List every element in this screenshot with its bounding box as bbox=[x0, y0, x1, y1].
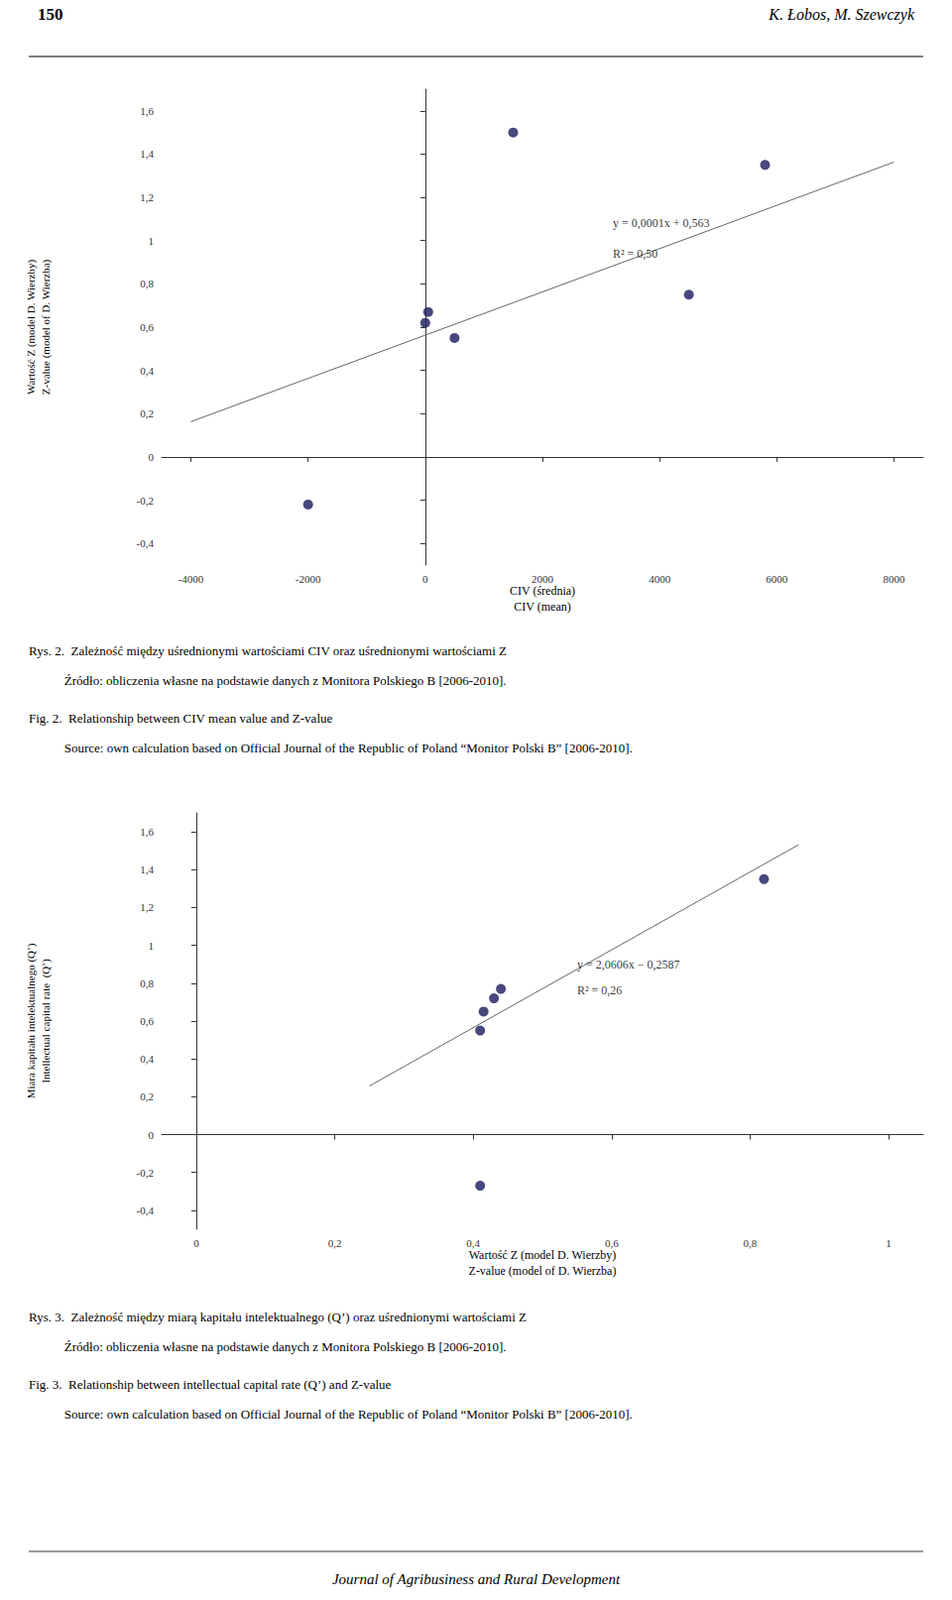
svg-text:R² = 0,50: R² = 0,50 bbox=[612, 246, 658, 261]
svg-text:1,2: 1,2 bbox=[139, 901, 154, 914]
svg-text:K. Łobos, M. Szewczyk: K. Łobos, M. Szewczyk bbox=[767, 5, 916, 24]
svg-text:-0,2: -0,2 bbox=[136, 1167, 154, 1180]
svg-text:Źródło: obliczenia własne na p: Źródło: obliczenia własne na podstawie d… bbox=[28, 673, 507, 689]
svg-text:0,6: 0,6 bbox=[139, 321, 154, 334]
svg-text:0,2: 0,2 bbox=[328, 1237, 343, 1250]
svg-text:1,6: 1,6 bbox=[139, 826, 154, 838]
svg-text:1,2: 1,2 bbox=[139, 191, 154, 204]
svg-text:1: 1 bbox=[885, 1237, 892, 1250]
svg-text:1,4: 1,4 bbox=[139, 863, 154, 876]
svg-text:-0,4: -0,4 bbox=[136, 1204, 155, 1217]
svg-text:Rys. 2. Zależność między uśre: Rys. 2. Zależność między uśrednionymi wa… bbox=[28, 643, 507, 659]
svg-text:CIV (mean): CIV (mean) bbox=[513, 599, 571, 614]
svg-text:Journal of Agribusiness and Ru: Journal of Agribusiness and Rural Develo… bbox=[332, 1571, 621, 1588]
svg-text:0: 0 bbox=[422, 573, 429, 586]
svg-text:Intellectual capital rate (Q’: Intellectual capital rate (Q’) bbox=[39, 958, 53, 1084]
svg-text:0: 0 bbox=[193, 1237, 200, 1250]
svg-text:-2000: -2000 bbox=[295, 573, 322, 586]
svg-text:CIV (średnia): CIV (średnia) bbox=[509, 584, 576, 598]
svg-text:y = 0,0001x + 0,563: y = 0,0001x + 0,563 bbox=[612, 216, 711, 231]
svg-text:-4000: -4000 bbox=[178, 573, 205, 586]
svg-text:0,6: 0,6 bbox=[604, 1237, 619, 1250]
svg-text:0,2: 0,2 bbox=[139, 1090, 154, 1103]
svg-text:Source: own calculation based: Source: own calculation based on Officia… bbox=[28, 1407, 633, 1423]
svg-text:Rys. 3. Zależność między miar: Rys. 3. Zależność między miarą kapitału … bbox=[28, 1309, 527, 1325]
svg-text:1: 1 bbox=[148, 235, 155, 247]
svg-text:6000: 6000 bbox=[765, 573, 789, 586]
svg-text:Z-value (model of D. Wierzba): Z-value (model of D. Wierzba) bbox=[39, 258, 53, 395]
svg-text:0,4: 0,4 bbox=[139, 1053, 154, 1066]
svg-text:-0,2: -0,2 bbox=[136, 494, 154, 507]
svg-text:R² = 0,26: R² = 0,26 bbox=[577, 983, 622, 998]
svg-text:1: 1 bbox=[148, 940, 155, 952]
svg-text:1,6: 1,6 bbox=[139, 105, 154, 118]
svg-text:y = 2,0606x − 0,2587: y = 2,0606x − 0,2587 bbox=[577, 957, 681, 972]
svg-text:Miara kapitału intelektualnego: Miara kapitału intelektualnego (Q’) bbox=[24, 943, 38, 1099]
svg-text:Wartość Z (model D. Wierzby): Wartość Z (model D. Wierzby) bbox=[469, 1248, 617, 1263]
svg-text:0,8: 0,8 bbox=[743, 1237, 758, 1250]
svg-text:-0,4: -0,4 bbox=[136, 537, 155, 550]
svg-text:0,4: 0,4 bbox=[466, 1237, 480, 1250]
svg-text:0,6: 0,6 bbox=[139, 1015, 154, 1028]
svg-text:1,4: 1,4 bbox=[139, 147, 154, 160]
svg-text:Źródło: obliczenia własne na p: Źródło: obliczenia własne na podstawie d… bbox=[28, 1339, 507, 1355]
svg-text:2000: 2000 bbox=[531, 573, 555, 586]
svg-text:0,4: 0,4 bbox=[139, 364, 154, 377]
svg-text:0: 0 bbox=[148, 451, 155, 464]
svg-text:Fig. 2. Relationship between: Fig. 2. Relationship between CIV mean va… bbox=[28, 711, 333, 726]
svg-text:Wartość Z (model D. Wierzby): Wartość Z (model D. Wierzby) bbox=[24, 259, 38, 396]
svg-text:Z-value (model of D. Wierzba): Z-value (model of D. Wierzba) bbox=[469, 1264, 617, 1279]
svg-text:150: 150 bbox=[37, 4, 64, 24]
svg-text:Source: own calculation based: Source: own calculation based on Officia… bbox=[28, 740, 633, 756]
svg-text:Fig. 3. Relationship between: Fig. 3. Relationship between intellectua… bbox=[28, 1377, 392, 1393]
svg-text:8000: 8000 bbox=[882, 573, 906, 586]
svg-text:0: 0 bbox=[148, 1129, 155, 1142]
svg-text:0,2: 0,2 bbox=[139, 407, 154, 420]
svg-text:0,8: 0,8 bbox=[139, 277, 154, 290]
svg-text:0,8: 0,8 bbox=[139, 977, 154, 990]
svg-text:4000: 4000 bbox=[648, 573, 672, 586]
